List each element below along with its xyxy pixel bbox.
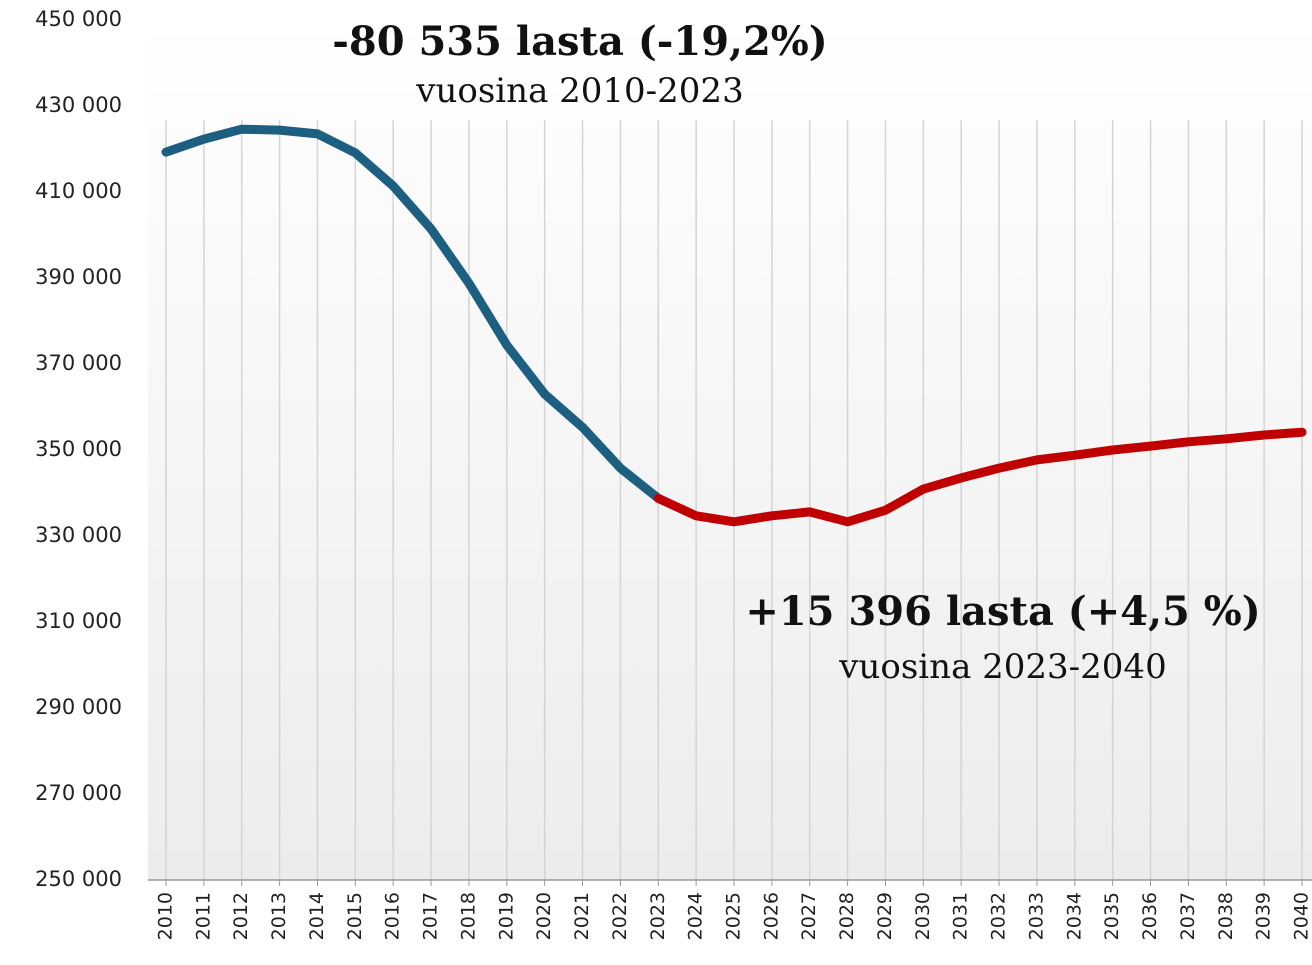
- x-tick-label: 2031: [950, 892, 972, 940]
- y-tick-label: 310 000: [35, 609, 122, 633]
- x-tick-label: 2023: [647, 892, 669, 940]
- y-tick-label: 350 000: [35, 437, 122, 461]
- y-tick-label: 370 000: [35, 351, 122, 375]
- x-tick-label: 2025: [723, 892, 745, 940]
- x-tick-label: 2011: [192, 892, 214, 940]
- y-tick-label: 410 000: [35, 179, 122, 203]
- x-tick-label: 2010: [155, 892, 177, 940]
- y-tick-label: 450 000: [35, 7, 122, 31]
- data-line: [653, 427, 1307, 527]
- x-tick-label: 2033: [1025, 892, 1047, 940]
- x-tick-label: 2030: [912, 892, 934, 940]
- annotation-subtitle: vuosina 2010-2023: [415, 71, 743, 111]
- data-line: [161, 124, 663, 503]
- y-tick-label: 290 000: [35, 695, 122, 719]
- x-tick-label: 2035: [1101, 892, 1123, 940]
- x-tick-label: 2013: [268, 892, 290, 940]
- y-tick-label: 390 000: [35, 265, 122, 289]
- annotation-subtitle: vuosina 2023-2040: [838, 647, 1166, 687]
- x-tick-label: 2019: [495, 892, 517, 940]
- x-tick-label: 2034: [1063, 892, 1085, 940]
- annotation-title: -80 535 lasta (-19,2%): [332, 18, 827, 65]
- x-tick-label: 2032: [988, 892, 1010, 940]
- x-tick-label: 2020: [533, 892, 555, 940]
- x-tick-label: 2027: [798, 892, 820, 940]
- y-tick-label: 330 000: [35, 523, 122, 547]
- x-tick-label: 2036: [1139, 892, 1161, 940]
- y-tick-label: 250 000: [35, 867, 122, 891]
- y-tick-label: 270 000: [35, 781, 122, 805]
- x-tick-label: 2014: [306, 892, 328, 940]
- x-tick-label: 2028: [836, 892, 858, 940]
- x-tick-label: 2015: [344, 892, 366, 940]
- x-tick-label: 2012: [230, 892, 252, 940]
- x-tick-label: 2021: [571, 892, 593, 940]
- x-tick-label: 2018: [457, 892, 479, 940]
- x-tick-label: 2037: [1177, 892, 1199, 940]
- y-tick-label: 430 000: [35, 93, 122, 117]
- x-tick-label: 2026: [760, 892, 782, 940]
- x-tick-label: 2017: [420, 892, 442, 940]
- x-tick-label: 2024: [685, 892, 707, 940]
- annotation-title: +15 396 lasta (+4,5 %): [745, 588, 1260, 635]
- x-tick-label: 2039: [1253, 892, 1275, 940]
- x-tick-label: 2029: [874, 892, 896, 940]
- x-tick-label: 2022: [609, 892, 631, 940]
- x-tick-label: 2016: [382, 892, 404, 940]
- x-tick-label: 2040: [1291, 892, 1312, 940]
- x-tick-label: 2038: [1215, 892, 1237, 940]
